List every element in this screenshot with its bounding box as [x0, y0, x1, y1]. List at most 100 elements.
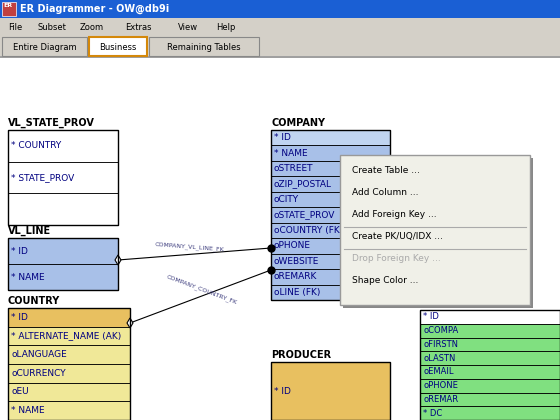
Text: oCOMPA: oCOMPA — [423, 326, 458, 335]
Text: oCOUNTRY (FK): oCOUNTRY (FK) — [274, 226, 343, 235]
Text: * NAME: * NAME — [11, 273, 45, 281]
Text: oEMAIL: oEMAIL — [423, 368, 454, 376]
Bar — [420, 406, 560, 420]
Text: Extras: Extras — [125, 23, 152, 32]
Text: * ID: * ID — [274, 386, 291, 396]
Text: Drop Foreign Key ...: Drop Foreign Key ... — [352, 254, 441, 263]
Bar — [2, 2, 16, 16]
Text: Create PK/UQ/IDX ...: Create PK/UQ/IDX ... — [352, 232, 443, 241]
Bar — [8, 193, 118, 225]
Text: oLINE (FK): oLINE (FK) — [274, 288, 320, 297]
Text: VL_LINE: VL_LINE — [8, 226, 51, 236]
Text: COMPANY: COMPANY — [271, 118, 325, 128]
Text: File: File — [8, 23, 22, 32]
Text: * ID: * ID — [11, 313, 28, 322]
Bar — [420, 310, 560, 324]
Bar — [271, 161, 390, 176]
Bar — [271, 238, 390, 254]
Bar — [0, 18, 560, 36]
Bar — [271, 130, 390, 300]
Bar — [8, 327, 130, 345]
Text: oREMAR: oREMAR — [423, 395, 458, 404]
Text: oLANGUAGE: oLANGUAGE — [11, 350, 67, 359]
Text: oEU: oEU — [11, 388, 29, 396]
Bar — [149, 37, 259, 56]
Text: COMPANY_VL_LINE_FK: COMPANY_VL_LINE_FK — [155, 241, 225, 253]
Bar — [420, 324, 560, 338]
Bar — [271, 362, 390, 420]
Bar — [8, 308, 130, 327]
Text: * DC: * DC — [423, 409, 442, 417]
Bar — [271, 223, 390, 238]
Text: COMPANY_COUNTRY_FK: COMPANY_COUNTRY_FK — [165, 274, 237, 306]
Text: * ID: * ID — [423, 312, 439, 321]
Bar — [271, 130, 390, 145]
Text: oFIRSTN: oFIRSTN — [423, 340, 458, 349]
Text: oCITY: oCITY — [274, 195, 299, 204]
Text: View: View — [178, 23, 198, 32]
Bar — [271, 254, 390, 269]
Text: * COUNTRY: * COUNTRY — [11, 142, 61, 150]
Bar — [271, 284, 390, 300]
Text: Entire Diagram: Entire Diagram — [13, 42, 76, 52]
Bar — [8, 130, 118, 225]
Text: oREMARK: oREMARK — [274, 272, 318, 281]
Text: ER: ER — [3, 3, 12, 8]
Text: Create Table ...: Create Table ... — [352, 165, 420, 175]
Text: * ALTERNATE_NAME (AK): * ALTERNATE_NAME (AK) — [11, 331, 122, 341]
Bar — [0, 58, 560, 420]
Text: Subset: Subset — [38, 23, 67, 32]
Bar — [0, 0, 560, 18]
Bar — [271, 145, 390, 161]
Text: Zoom: Zoom — [80, 23, 104, 32]
Polygon shape — [127, 318, 133, 328]
Bar — [89, 37, 147, 56]
Bar — [340, 155, 530, 305]
Text: COUNTRY: COUNTRY — [8, 296, 60, 306]
Bar — [8, 238, 118, 264]
Bar — [0, 56, 560, 58]
Bar — [2, 37, 87, 56]
Bar — [420, 379, 560, 393]
Bar — [8, 130, 118, 162]
Bar — [420, 338, 560, 351]
Text: ER Diagrammer - OW@db9i: ER Diagrammer - OW@db9i — [20, 4, 169, 14]
Bar — [271, 192, 390, 207]
Text: oSTATE_PROV: oSTATE_PROV — [274, 210, 335, 220]
Text: * NAME: * NAME — [11, 406, 45, 415]
Bar — [8, 264, 118, 290]
Bar — [8, 383, 130, 402]
Bar — [0, 36, 560, 58]
Polygon shape — [115, 255, 121, 265]
Bar — [271, 269, 390, 284]
Bar — [271, 176, 390, 192]
Text: * STATE_PROV: * STATE_PROV — [11, 173, 74, 182]
Bar — [420, 351, 560, 365]
Bar — [8, 402, 130, 420]
Bar — [8, 162, 118, 193]
Text: Remaining Tables: Remaining Tables — [167, 42, 241, 52]
Text: * ID: * ID — [11, 247, 28, 255]
Text: oWEBSITE: oWEBSITE — [274, 257, 319, 266]
Bar — [8, 238, 118, 290]
Text: Add Column ...: Add Column ... — [352, 188, 418, 197]
Bar — [8, 364, 130, 383]
Bar — [420, 393, 560, 406]
Text: * ID: * ID — [274, 133, 291, 142]
Text: oLASTN: oLASTN — [423, 354, 455, 362]
Text: Add Foreign Key ...: Add Foreign Key ... — [352, 210, 437, 219]
Text: oCURRENCY: oCURRENCY — [11, 369, 66, 378]
Text: oSTREET: oSTREET — [274, 164, 314, 173]
Text: EMPLOYEE_COMPANY_FK: EMPLOYEE_COMPANY_FK — [415, 296, 482, 308]
Bar — [8, 345, 130, 364]
Text: VL_STATE_PROV: VL_STATE_PROV — [8, 118, 95, 128]
Text: Help: Help — [216, 23, 235, 32]
Text: oPHONE: oPHONE — [274, 241, 311, 250]
Text: PRODUCER: PRODUCER — [271, 350, 331, 360]
Text: oZIP_POSTAL: oZIP_POSTAL — [274, 180, 332, 189]
Bar — [343, 158, 533, 308]
Text: oPHONE: oPHONE — [423, 381, 458, 390]
Text: * NAME: * NAME — [274, 149, 307, 158]
Bar — [271, 207, 390, 223]
Text: Shape Color ...: Shape Color ... — [352, 276, 418, 285]
